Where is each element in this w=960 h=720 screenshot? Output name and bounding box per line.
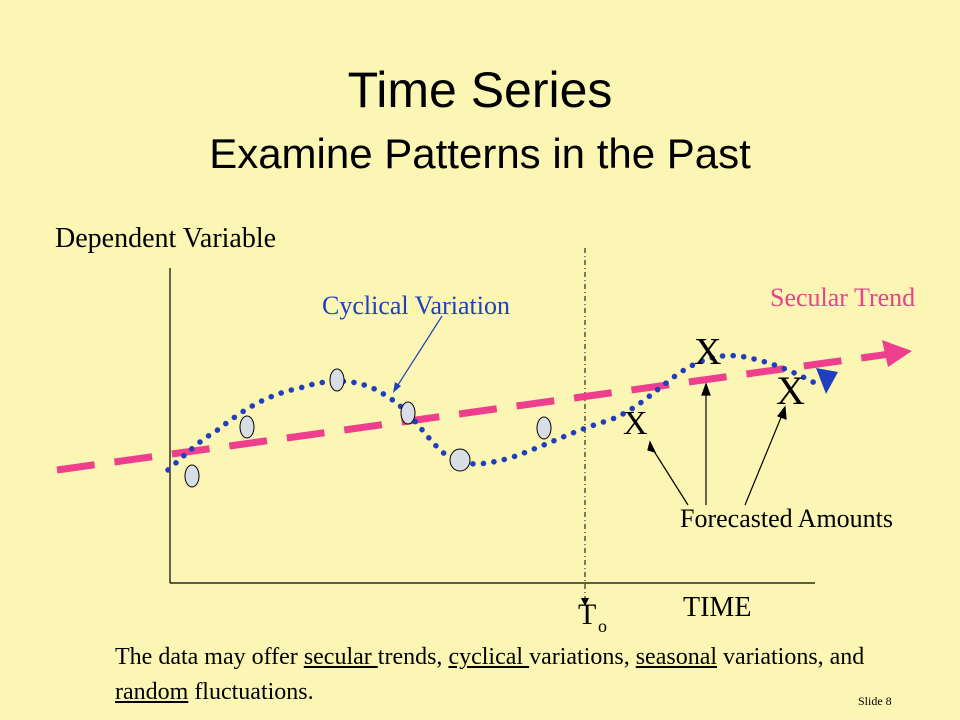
data-point <box>239 415 255 439</box>
caption-term-random: random <box>115 679 189 705</box>
caption-part: The data may offer <box>115 644 304 670</box>
cyclical-arrowhead <box>816 368 838 394</box>
secular-trend-line <box>56 350 891 474</box>
y-axis-label: Dependent Variable <box>55 223 277 254</box>
caption-part: fluctuations. <box>188 679 314 705</box>
cyclical-variation-label: Cyclical Variation <box>322 291 510 320</box>
t0-label: T <box>578 598 597 631</box>
forecast-mark: X <box>694 331 721 373</box>
forecast-pointer-head <box>647 440 657 453</box>
data-point <box>400 401 416 425</box>
data-point <box>329 368 345 392</box>
cyclical-curve <box>165 352 818 473</box>
forecast-mark: X <box>623 405 648 442</box>
data-point <box>449 448 471 472</box>
caption-term-cyclical: cyclical <box>448 644 530 670</box>
forecasted-amounts-label: Forecasted Amounts <box>680 504 894 533</box>
cyclical-pointer-line <box>395 315 443 389</box>
forecast-mark: X <box>776 368 805 413</box>
x-axis-label: TIME <box>683 592 752 623</box>
forecast-pointer-head <box>777 405 787 420</box>
cyclical-pointer-head <box>393 382 401 393</box>
caption-part: variations, <box>529 644 636 670</box>
t0-arrowhead <box>581 598 589 606</box>
slide-number: Slide 8 <box>858 694 892 708</box>
forecast-pointer-line <box>744 414 783 506</box>
forecast-pointer-line <box>651 447 689 506</box>
forecast-pointer-head <box>701 382 711 396</box>
forecast-pointers <box>647 382 787 506</box>
secular-trend-arrowhead <box>882 340 912 367</box>
t0-subscript: o <box>598 616 607 636</box>
data-points <box>184 368 552 488</box>
caption-part: variations, and <box>717 644 865 670</box>
caption-term-seasonal: seasonal <box>635 644 718 670</box>
data-point <box>184 464 200 488</box>
caption-part: trends, <box>377 644 449 670</box>
data-point <box>536 416 552 440</box>
slide-subtitle: Examine Patterns in the Past <box>209 130 751 177</box>
slide-title: Time Series <box>347 62 613 118</box>
caption-text: The data may offer secular trends, cycli… <box>115 640 875 710</box>
secular-trend-label: Secular Trend <box>770 283 916 312</box>
caption-term-secular: secular <box>303 644 378 670</box>
